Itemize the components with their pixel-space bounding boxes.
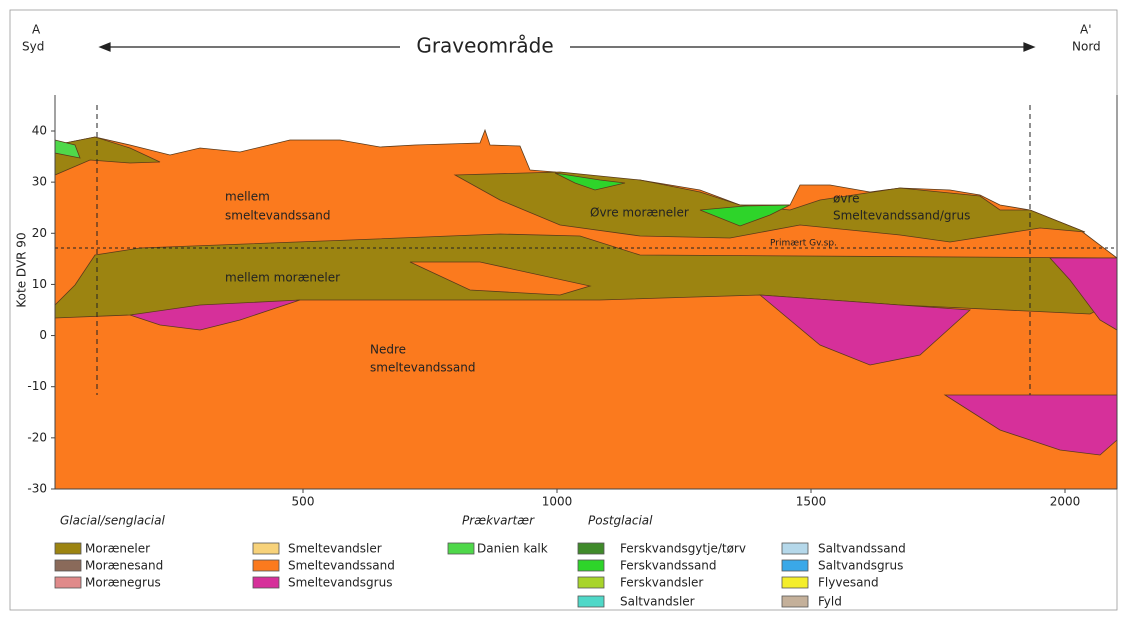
legend-label: Ferskvandsgytje/tørv (620, 542, 746, 556)
label: smeltevandssand (370, 361, 476, 375)
legend-swatch (781, 576, 809, 589)
x-tick-label: 2000 (1050, 495, 1081, 509)
legend-label: Saltvandssand (818, 542, 906, 556)
legend-swatch (54, 576, 82, 589)
legend-label: Saltvandsgrus (818, 559, 903, 573)
y-tick-label: 20 (32, 226, 47, 240)
x-tick-label: 500 (292, 495, 315, 509)
right-letter: A' (1080, 23, 1092, 37)
y-tick-label: -10 (27, 379, 47, 393)
legend-swatch (781, 559, 809, 572)
geology (54, 128, 1118, 490)
y-tick-label: 40 (32, 124, 47, 138)
legend-label: Ferskvandssand (620, 559, 717, 573)
y-tick-label: -30 (27, 481, 47, 495)
legend-swatch (252, 559, 280, 572)
legend-label: Smeltevandssand (288, 559, 395, 573)
legend-heading: Postglacial (588, 514, 653, 528)
legend-label: Morænesand (85, 559, 163, 573)
legend-swatch (577, 576, 605, 589)
legend-swatch (447, 542, 475, 555)
legend-swatch (577, 559, 605, 572)
legend-label: Smeltevandsler (288, 542, 382, 556)
extent-arrow (98, 42, 1036, 52)
x-tick-label: 1000 (542, 495, 573, 509)
y-tick-label: 0 (39, 328, 47, 342)
legend-label: Fyld (818, 595, 842, 609)
legend-swatch (781, 595, 809, 608)
legend-swatch (577, 542, 605, 555)
legend-swatch (54, 559, 82, 572)
axes (54, 95, 1118, 490)
legend-swatch (54, 542, 82, 555)
legend-label: Danien kalk (477, 542, 548, 556)
legend-label: Smeltevandsgrus (288, 576, 392, 590)
legend-swatch (577, 595, 605, 608)
legend-label: Saltvandsler (620, 595, 695, 609)
left-letter: A (32, 23, 41, 37)
y-tick-label: 10 (32, 277, 47, 291)
y-tick-label: -20 (27, 430, 47, 444)
label: Primært Gv.sp. (770, 239, 837, 249)
x-tick-label: 1500 (796, 495, 827, 509)
right-label: Nord (1072, 40, 1101, 54)
title: Graveområde (416, 34, 553, 58)
legend-label: Moræneler (85, 542, 150, 556)
label: Smeltevandssand/grus (833, 209, 970, 223)
label: øvre (833, 192, 860, 206)
label: Nedre (370, 343, 406, 357)
legend-label: Flyvesand (818, 576, 879, 590)
left-label: Syd (22, 40, 44, 54)
label: mellem (225, 190, 270, 204)
legend-heading: Glacial/senglacial (60, 514, 165, 528)
legend-label: Morænegrus (85, 576, 161, 590)
y-tick-label: 30 (32, 175, 47, 189)
legend-label: Ferskvandsler (620, 576, 703, 590)
label: Øvre moræneler (590, 206, 689, 220)
legend-heading: Prækvartær (462, 514, 535, 528)
legend-swatch (252, 542, 280, 555)
legend-swatch (252, 576, 280, 589)
label: smeltevandssand (225, 209, 331, 223)
reference-lines (55, 105, 1117, 395)
y-axis-label: Kote DVR 90 (15, 232, 29, 307)
label: mellem moræneler (225, 271, 340, 285)
legend-swatch (781, 542, 809, 555)
